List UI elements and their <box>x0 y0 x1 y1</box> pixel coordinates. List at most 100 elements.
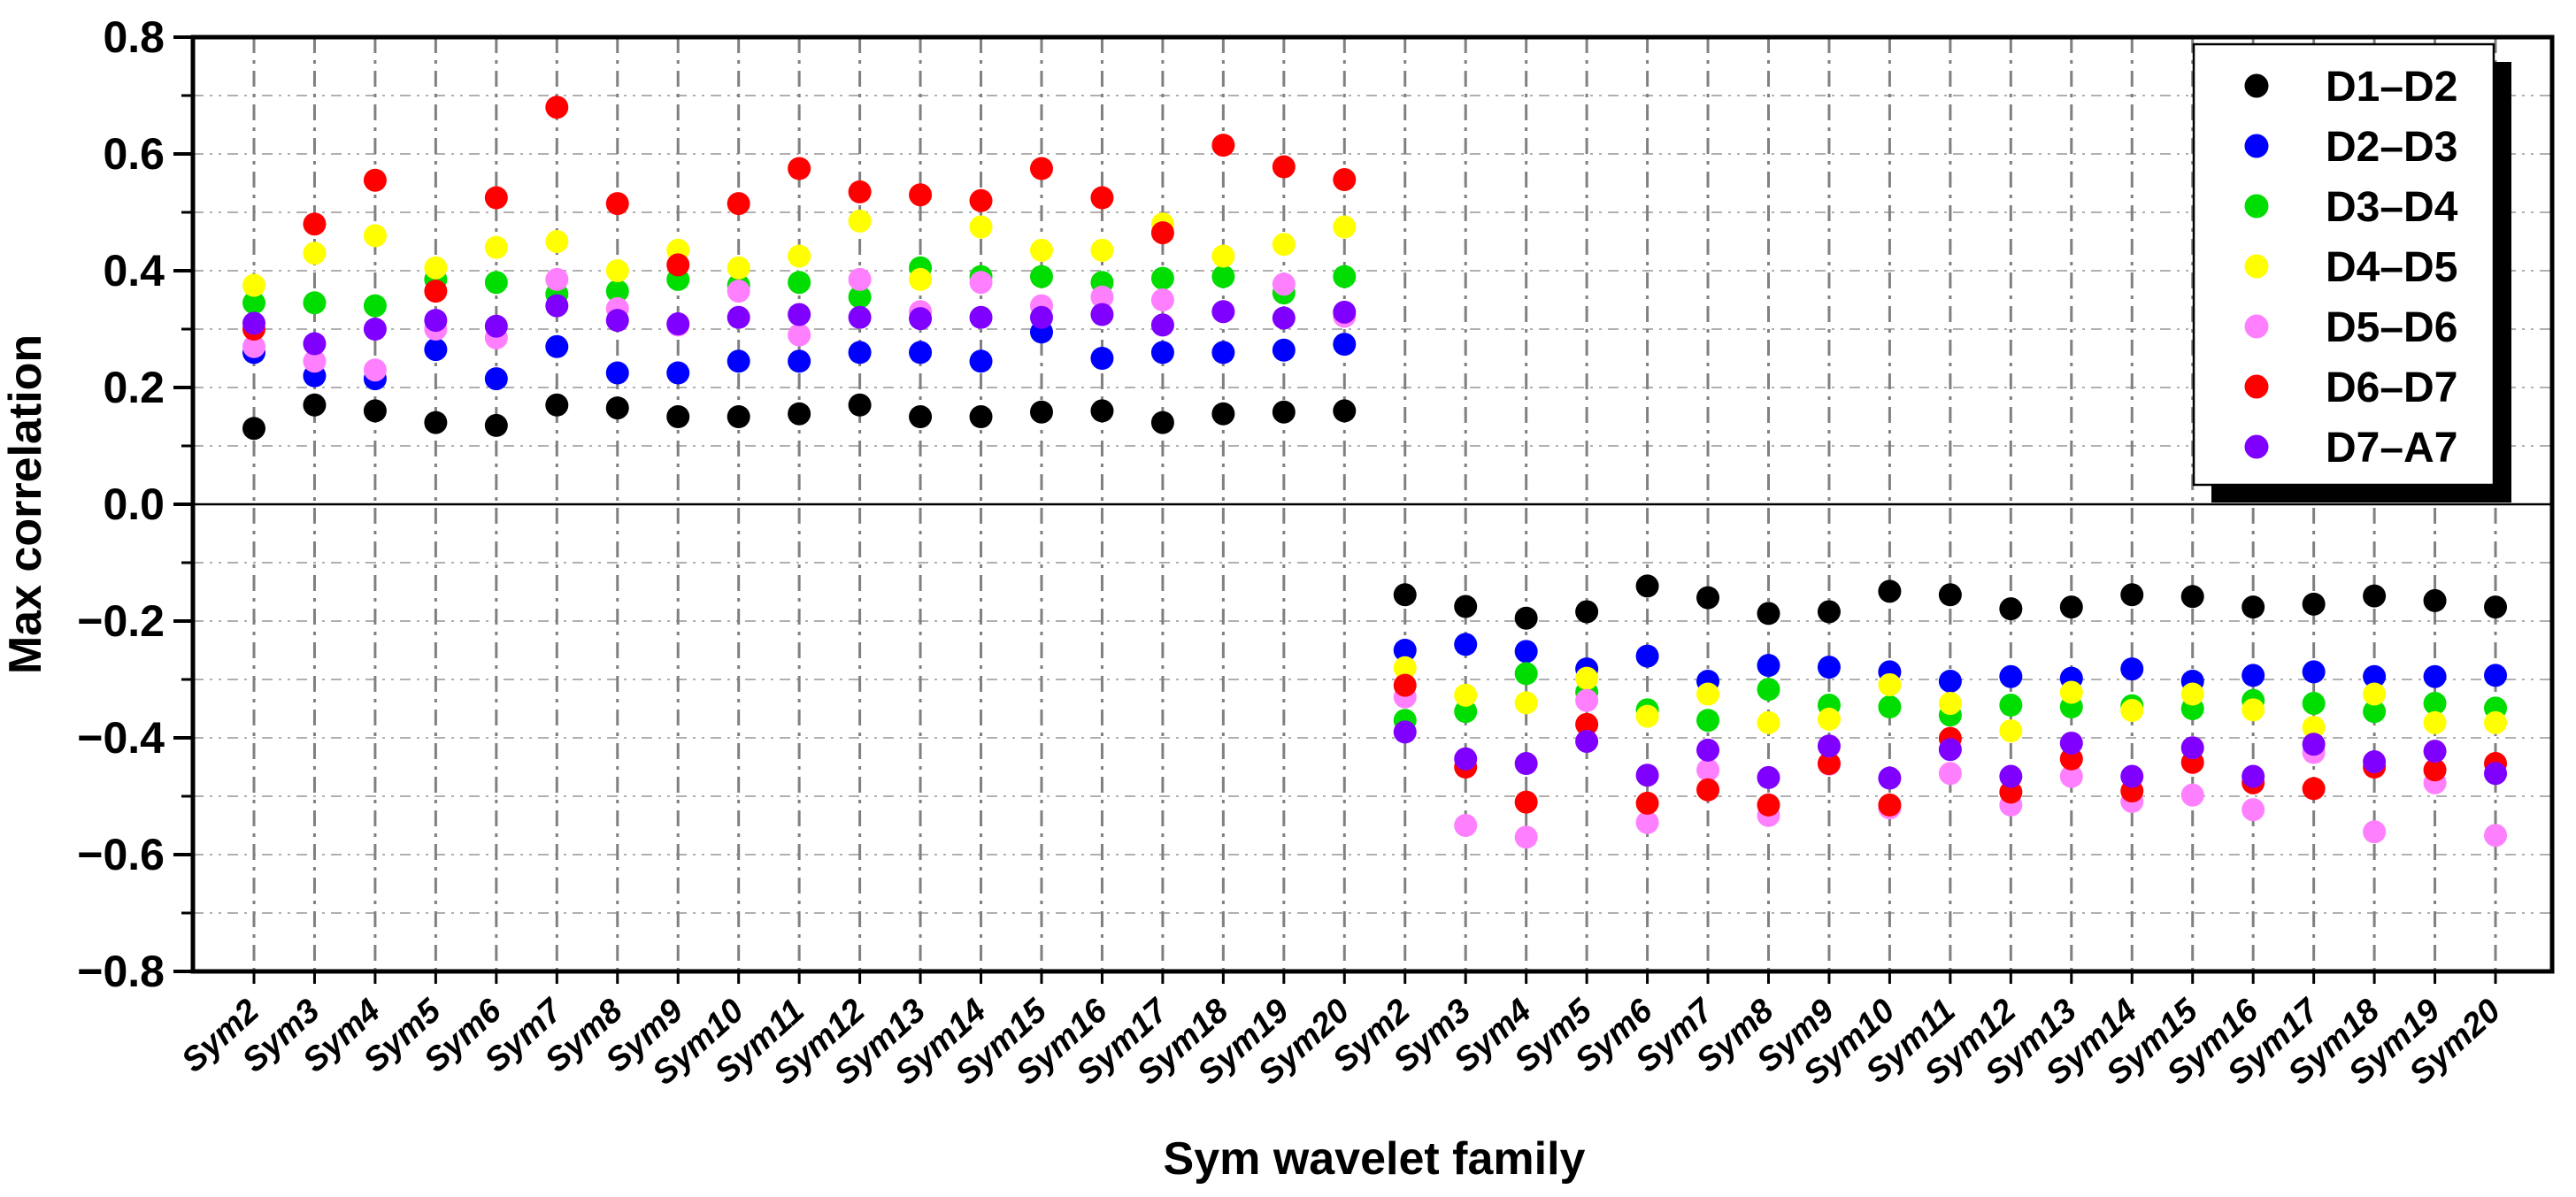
data-point <box>605 259 629 282</box>
data-point <box>1817 656 1841 679</box>
legend-entry: D6–D7 <box>2244 364 2457 411</box>
data-point <box>1878 672 1902 696</box>
data-point <box>2363 820 2387 844</box>
data-point <box>1999 694 2023 717</box>
data-point <box>1635 644 1659 668</box>
y-tick-label: 0.6 <box>103 129 165 179</box>
data-point <box>2423 758 2447 782</box>
legend-label: D3–D4 <box>2326 184 2458 231</box>
y-tick-label: 0.2 <box>103 363 165 412</box>
data-point <box>1393 583 1417 607</box>
legend-box <box>2192 42 2495 487</box>
data-point <box>666 253 690 277</box>
data-point <box>727 256 750 280</box>
data-point <box>424 309 448 333</box>
data-point <box>1090 399 1114 423</box>
data-point <box>1333 333 1357 357</box>
data-point <box>363 358 387 382</box>
data-point <box>1333 215 1357 239</box>
data-point <box>1999 780 2023 804</box>
series-7-dots <box>242 294 2508 790</box>
legend-swatch <box>2244 434 2269 459</box>
data-point <box>1393 673 1417 697</box>
data-point <box>242 291 265 315</box>
data-point <box>1575 729 1599 753</box>
data-point <box>1393 656 1417 679</box>
data-point <box>969 271 993 295</box>
y-tick-label: 0.0 <box>103 480 165 529</box>
data-point <box>1090 285 1114 309</box>
data-point <box>1211 265 1235 288</box>
data-point <box>1817 707 1841 731</box>
data-point <box>1150 266 1174 290</box>
data-point <box>2059 764 2083 788</box>
data-point <box>848 341 872 364</box>
data-point <box>1938 583 1962 607</box>
data-point <box>1454 595 1478 618</box>
data-point <box>2484 664 2508 687</box>
data-point <box>788 244 811 268</box>
data-point <box>788 323 811 347</box>
data-point <box>1757 602 1780 625</box>
data-point <box>424 338 448 362</box>
y-tick-label: −0.6 <box>77 830 165 879</box>
data-point <box>242 417 265 441</box>
data-point <box>2302 716 2326 740</box>
data-point <box>848 180 872 203</box>
data-point <box>2423 664 2447 688</box>
data-point <box>303 212 327 236</box>
y-tick-label: −0.8 <box>77 947 165 996</box>
legend-swatch <box>2244 73 2269 98</box>
data-point <box>1211 300 1235 324</box>
data-point <box>1757 793 1780 817</box>
data-point <box>1635 763 1659 787</box>
data-point <box>1333 168 1357 192</box>
data-point <box>1514 825 1538 849</box>
data-point <box>2059 747 2083 771</box>
data-point <box>1696 586 1720 610</box>
data-point <box>1272 155 1296 179</box>
data-point <box>1029 400 1053 424</box>
data-point <box>2180 783 2204 807</box>
data-point <box>2363 750 2387 774</box>
data-point <box>1272 233 1296 257</box>
data-point <box>2484 762 2508 786</box>
data-point <box>2120 764 2144 788</box>
data-point <box>1029 265 1053 288</box>
data-point <box>1454 814 1478 837</box>
data-point <box>1514 640 1538 664</box>
data-point <box>2423 740 2447 763</box>
data-point <box>1272 400 1296 424</box>
legend-label: D5–D6 <box>2326 304 2457 351</box>
legend-label: D7–A7 <box>2326 425 2457 472</box>
data-point <box>303 349 327 373</box>
series-6-dots <box>242 96 2508 817</box>
data-point <box>1029 157 1053 180</box>
data-point <box>848 285 872 309</box>
data-point <box>1817 752 1841 776</box>
data-point <box>2180 736 2204 760</box>
data-point <box>363 318 387 341</box>
data-point <box>605 192 629 216</box>
data-point <box>1938 692 1962 716</box>
data-point <box>545 393 569 417</box>
data-point <box>545 96 569 119</box>
data-point <box>788 349 811 373</box>
data-point <box>727 405 750 428</box>
data-point <box>2059 680 2083 704</box>
data-point <box>1333 300 1357 324</box>
data-point <box>2059 595 2083 619</box>
y-tick-label: −0.2 <box>77 596 165 646</box>
data-point <box>303 393 327 417</box>
data-point <box>2242 764 2265 788</box>
data-point <box>1514 790 1538 814</box>
data-point <box>1757 678 1780 702</box>
data-point <box>1878 766 1902 790</box>
data-point <box>969 349 993 373</box>
x-axis-title: Sym wavelet family <box>1164 1133 1586 1185</box>
y-tick-label: 0.8 <box>103 12 165 62</box>
legend-label: D4–D5 <box>2326 244 2457 291</box>
data-point <box>727 280 750 303</box>
